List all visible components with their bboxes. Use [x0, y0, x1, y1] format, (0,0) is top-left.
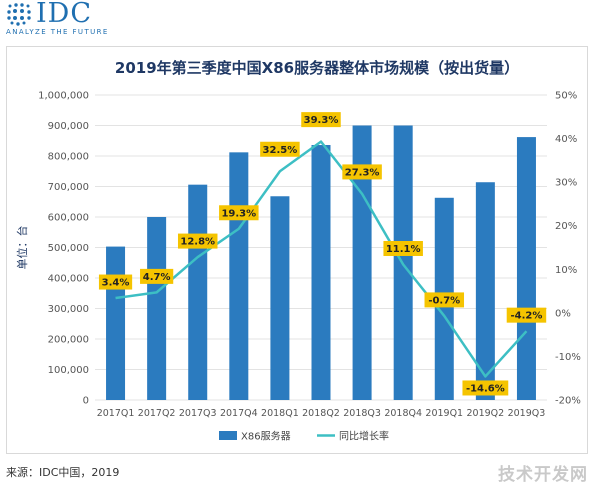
data-label: 4.7%: [143, 272, 171, 283]
data-label-box: [424, 292, 465, 308]
right-tick-label: 40%: [555, 134, 577, 145]
x-tick-label: 2017Q1: [97, 408, 135, 419]
legend-line-label: 同比增长率: [339, 430, 389, 443]
data-label: 3.4%: [102, 278, 130, 289]
bar: [229, 152, 249, 400]
left-tick-label: 800,000: [48, 152, 89, 163]
idc-globe-icon: [7, 3, 31, 26]
data-label-box: [301, 112, 341, 128]
data-label-box: [506, 307, 547, 323]
data-label-box: [177, 233, 218, 249]
data-label-box: [342, 164, 382, 180]
bar: [188, 184, 208, 400]
left-tick-label: 600,000: [48, 213, 89, 224]
left-tick-label: 900,000: [48, 121, 89, 132]
left-tick-label: 500,000: [48, 243, 89, 254]
data-label: -14.6%: [466, 383, 505, 394]
left-tick-label: 1,000,000: [38, 91, 89, 102]
left-tick-label: 300,000: [48, 304, 89, 315]
data-label: 12.8%: [180, 237, 215, 248]
left-tick-label: 100,000: [48, 365, 89, 376]
data-label: 19.3%: [221, 208, 256, 219]
x-tick-label: 2019Q3: [508, 408, 546, 419]
right-tick-label: -20%: [555, 396, 581, 407]
left-tick-label: 400,000: [48, 274, 89, 285]
bar: [475, 182, 495, 400]
data-label: 32.5%: [263, 145, 298, 156]
left-tick-label: 200,000: [48, 335, 89, 346]
data-label: 27.3%: [345, 167, 380, 178]
right-tick-label: 50%: [555, 91, 577, 102]
x-tick-label: 2018Q3: [343, 408, 381, 419]
right-tick-label: 10%: [555, 265, 577, 276]
data-label-box: [260, 141, 300, 157]
x-tick-label: 2018Q4: [384, 408, 422, 419]
chart-title: 2019年第三季度中国X86服务器整体市场规模（按出货量）: [115, 59, 519, 77]
idc-logo: IDC ANALYZE THE FUTURE: [2, 0, 132, 40]
data-label-box: [462, 380, 509, 396]
data-label-box: [383, 240, 423, 256]
right-tick-label: 20%: [555, 221, 577, 232]
watermark: 技术开发网: [498, 465, 588, 485]
data-label: -0.7%: [428, 295, 460, 306]
data-label-box: [98, 274, 133, 290]
x-tick-label: 2017Q3: [179, 408, 217, 419]
bar: [106, 246, 126, 400]
bar: [270, 196, 290, 400]
legend-bar-swatch: [219, 431, 237, 440]
source-note: 来源：IDC中国，2019: [6, 466, 120, 479]
bar: [352, 125, 372, 400]
x-tick-label: 2017Q4: [220, 408, 258, 419]
right-tick-label: 0%: [555, 308, 571, 319]
legend-bar-label: X86服务器: [241, 430, 291, 443]
chart-svg: 2019年第三季度中国X86服务器整体市场规模（按出货量） 0 100,000 200…: [15, 59, 581, 443]
x-tick-label: 2018Q1: [261, 408, 299, 419]
right-tick-label: -10%: [555, 352, 581, 363]
data-label-box: [219, 205, 259, 221]
data-label: -4.2%: [511, 311, 543, 322]
left-tick-label: 0: [83, 396, 89, 407]
left-tick-label: 700,000: [48, 182, 89, 193]
x-tick-label: 2019Q1: [425, 408, 463, 419]
bar: [516, 137, 536, 400]
brand-tagline: ANALYZE THE FUTURE: [6, 28, 109, 36]
chart-frame: 2019年第三季度中国X86服务器整体市场规模（按出货量） 0 100,000 200…: [6, 46, 588, 454]
x-tick-label: 2019Q2: [467, 408, 505, 419]
data-label: 39.3%: [304, 115, 339, 126]
x-tick-label: 2017Q2: [138, 408, 176, 419]
bar: [147, 217, 167, 400]
y-axis-label: 单位：台: [15, 226, 29, 270]
bar: [311, 145, 331, 400]
x-tick-label: 2018Q2: [302, 408, 340, 419]
data-label: 11.1%: [386, 244, 421, 255]
brand-name: IDC: [36, 0, 92, 29]
growth-line: [115, 140, 528, 378]
right-tick-label: 30%: [555, 178, 577, 189]
data-label-box: [140, 268, 174, 284]
